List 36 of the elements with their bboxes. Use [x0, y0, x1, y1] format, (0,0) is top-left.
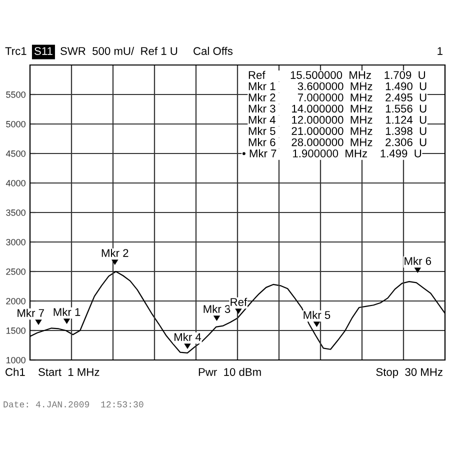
- y-tick-label: 1500: [6, 327, 26, 334]
- annotation: Mkr 4: [174, 332, 202, 341]
- text: Pwr 10 dBm: [198, 368, 261, 376]
- y-tick-label: 5000: [6, 120, 26, 128]
- y-tick-label: 1000: [6, 356, 26, 364]
- text: Ch1: [6, 368, 25, 376]
- annotation: Mkr 5: [304, 310, 330, 319]
- y-tick-label: 3500: [6, 209, 26, 216]
- y-tick-label: 3000: [6, 238, 26, 246]
- annotation: Mkr 6: [404, 256, 432, 265]
- annotation: Mkr 3: [204, 304, 230, 313]
- annotation: Ref 15.500000 MHz 1.709 U: [248, 70, 426, 79]
- text: Stop 30 MHz: [376, 368, 442, 378]
- annotation: Mkr 5 21.000000 MHz 1.398 U: [248, 126, 426, 135]
- annotation: Mkr 6 28.000000 MHz 2.306 U: [248, 138, 426, 146]
- annotation: Mkr 3 14.000000 MHz 1.556 U: [248, 104, 426, 113]
- annotation: Mkr 7: [18, 308, 44, 317]
- y-tick-label: 2000: [6, 298, 26, 304]
- annotation: Mkr 1 3.600000 MHz 1.490 U: [248, 82, 426, 90]
- text: Date: 4.JAN.2009 12:53:30: [4, 401, 144, 408]
- text: 1: [438, 47, 442, 55]
- text: SWR 500 mU/ Ref 1 U: [60, 46, 178, 55]
- annotation: Mkr 2: [102, 248, 128, 257]
- annotation: Mkr 1: [54, 308, 80, 316]
- annotation: Mkr 4 12.000000 MHz 1.124 U: [248, 116, 426, 124]
- annotation: Mkr 2 7.000000 MHz 2.495 U: [248, 93, 426, 102]
- annotation: • Mkr 7 1.900000 MHz 1.499 U: [242, 149, 422, 158]
- text: Start 1 MHz: [38, 368, 100, 376]
- text: S11: [34, 47, 52, 55]
- y-tick-label: 4000: [6, 180, 26, 186]
- text: Cal Offs: [194, 46, 233, 55]
- y-tick-label: 5500: [6, 91, 26, 98]
- text: Trc1: [5, 47, 26, 55]
- annotation: Ref: [230, 298, 248, 306]
- y-tick-label: 2500: [6, 268, 26, 275]
- y-tick-label: 4500: [6, 150, 26, 157]
